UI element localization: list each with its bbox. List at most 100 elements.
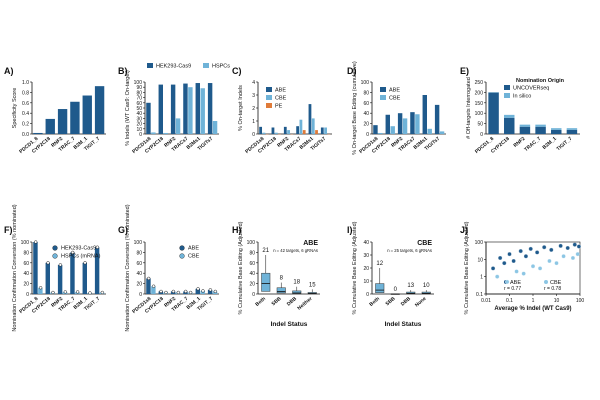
bar-point [184,289,188,294]
scatter-point-abe [565,245,570,251]
bar-f [33,242,38,294]
scatter-point-cbe [561,254,566,259]
y-tick-label: 90 [136,85,142,91]
y-tick-label: 4 [252,80,255,86]
y-axis-label: Nomination Confirmation Conversion (% no… [12,204,18,331]
bar-c [287,130,290,134]
y-tick-label: 70 [136,96,142,102]
bar-f [57,264,63,294]
box-count: 12 [376,261,383,267]
scatter-point-abe [523,254,529,259]
y-axis-label: % Cumulative Base Editing (Adjusted) [464,221,470,314]
y-tick-label: 20 [363,122,369,128]
bar-d [427,128,432,134]
bar-a [45,118,55,134]
legend-label: UNCOVERseq [513,86,549,92]
y-axis-label: % On-target Base Editing (cumulative) [352,61,358,155]
bar-c [283,126,287,134]
x-tick-label: Both [368,296,381,308]
x-tick-label: SBB [385,296,397,308]
bar-point [46,261,50,265]
x-tick-label: TRAC_7 [523,136,542,153]
box-count: 15 [309,282,316,288]
bar-f [45,262,50,294]
y-tick-label: 80 [363,90,369,96]
bar-d [402,118,408,134]
scatter-point-abe [542,245,547,250]
bar-e [535,126,546,134]
legend-label: In silico [513,94,531,100]
y-tick-label: 40 [363,240,369,246]
legend-label: ABE [188,246,199,252]
bar-e [504,114,515,118]
y-tick-label: 100 [475,111,484,117]
box-count: 0 [394,287,398,293]
panel-label-e: E) [460,66,469,76]
bar-point [147,276,151,281]
legend-label: HSPCs (mRNA) [61,254,101,260]
bar-e [551,128,562,130]
panel-note: n = 25 targets, 6 gRNAs [387,248,432,253]
y-tick-label: 40 [136,271,142,277]
bar-d [390,126,395,134]
y-tick-label: 0 [366,292,369,298]
y-tick-label: 10 [363,279,369,285]
bar-point [208,288,213,292]
chart-d: 0 20 40 60 80 100% On-target Base Editing (cu… [352,61,446,155]
bar-point [38,286,43,290]
bar-point [188,290,193,295]
bar-point [171,289,176,294]
y-tick-label: 0 [252,132,255,138]
legend-label: HEK293-Cas9 [156,64,191,70]
y-tick-label: 100 [21,240,30,246]
bar-c [262,132,266,134]
bar-a [94,86,105,134]
bar-point [196,287,200,291]
legend-swatch [179,245,185,251]
legend-swatch [147,63,153,68]
bar-point [151,284,156,288]
bar-e [551,129,562,134]
scatter-point-abe [490,266,496,271]
bar-b [151,132,156,134]
bar-point [83,261,87,265]
bar-c [299,119,303,134]
y-tick-label: 40 [136,111,142,117]
bar-e [535,124,546,127]
bar-point [213,289,217,294]
bar-point [71,250,75,255]
legend-swatch [266,87,272,92]
bar-c [311,118,315,134]
bar-point [88,291,92,295]
y-tick-label: 0.6 [22,101,29,107]
bar-e [488,92,499,134]
bar-c [296,126,300,134]
bar-g [207,289,213,294]
bar-e [519,126,531,134]
bar-e [504,117,515,134]
bar-c [315,130,318,134]
y-tick-label: 3 [252,93,255,99]
scatter-point-cbe [554,261,559,266]
chart-i: 0 10 20 30 40 % Cumulative Base Editing (Adju… [352,221,434,328]
y-tick-label: 100 [361,80,370,86]
legend-swatch [52,245,58,251]
chart-e: 0 50 100 150 200 250# Off-targets Interrogate… [466,77,580,155]
bar-f [82,262,87,294]
bar-f [38,287,43,294]
y-tick-label: 0 [139,292,142,298]
legend-swatch [504,93,510,98]
x-tick-label: SBB [271,296,283,308]
x-tick-label: Both [254,296,267,308]
legend-swatch [266,103,272,108]
panel-label-b: B) [118,66,128,76]
box [261,272,271,292]
bar-a [33,132,43,134]
bar-d [415,114,420,134]
bar-point [58,263,63,267]
y-tick-label: 80 [249,250,255,256]
y-tick-label: 30 [136,116,142,122]
bar-d [410,112,415,134]
legend-swatch [380,95,386,100]
y-tick-label: 100 [475,240,484,246]
